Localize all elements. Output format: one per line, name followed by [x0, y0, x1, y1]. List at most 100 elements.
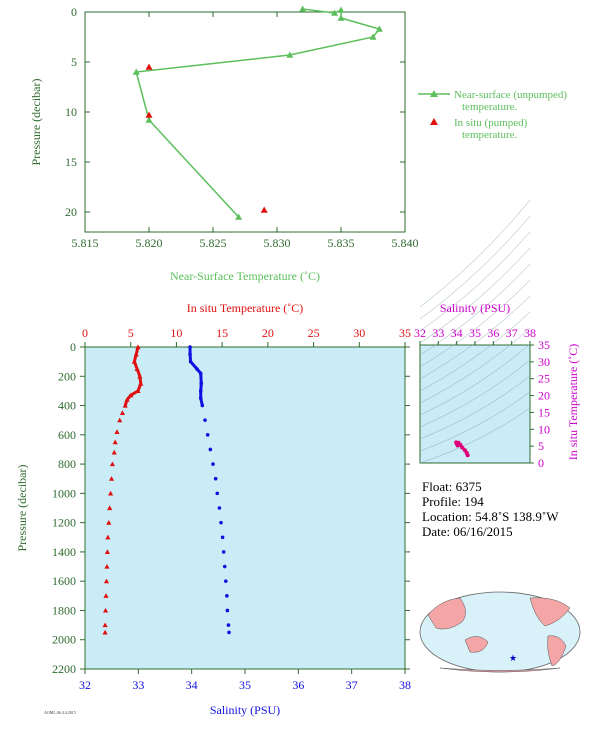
- salinity-point: [227, 630, 231, 635]
- pressure-tick-label: 1800: [52, 603, 76, 617]
- ts-x-tick-label: 35: [469, 326, 481, 340]
- temperature-tick-label: 30: [353, 326, 365, 340]
- temperature-point: [102, 622, 108, 628]
- location: Location: 54.8˚S 138.9˚W: [422, 509, 559, 524]
- temperature-tick-label: 0: [82, 326, 88, 340]
- density-contour: [419, 343, 531, 416]
- pressure-tick-label: 1600: [52, 574, 76, 588]
- salinity-point: [195, 367, 199, 371]
- pressure-tick-label: 0: [70, 340, 76, 354]
- salinity-point: [213, 476, 218, 481]
- y-tick-label: 20: [65, 205, 77, 219]
- salinity-point: [188, 352, 192, 357]
- density-contour: [419, 279, 531, 368]
- pressure-tick-label: 200: [58, 369, 76, 383]
- legend-unpumped-label-2: temperature.: [462, 101, 518, 113]
- near-surface-point: [132, 68, 140, 75]
- salinity-tick-label: 34: [186, 678, 198, 692]
- profile-temperature-axis: 0 5 10 15 20 25 30 35: [82, 326, 411, 347]
- near-surface-legend: Near-surface (unpumped) temperature. In …: [418, 89, 567, 141]
- near-surface-x-axis: 5.815 5.820 5.825 5.830 5.835 5.840: [72, 12, 419, 250]
- y-tick-label: 5: [71, 55, 77, 69]
- ts-marks: [454, 440, 470, 458]
- temperature-tick-label: 10: [170, 326, 182, 340]
- near-surface-y-axis: 0 5 10 15 20: [65, 5, 405, 219]
- legend-unpumped-label-1: Near-surface (unpumped): [454, 89, 567, 101]
- x-tick-label: 5.830: [264, 236, 291, 250]
- x-tick-label: 5.840: [392, 236, 419, 250]
- salinity-point: [220, 535, 225, 540]
- profile-pressure-axis: 0 200 400 600 800 1000 1200 1400 1600 1800 2000 220…: [52, 340, 410, 676]
- salinity-point: [226, 623, 231, 627]
- ts-x-tick-label: 34: [451, 326, 463, 340]
- salinity-point: [198, 371, 203, 376]
- temperature-point: [131, 359, 137, 364]
- ts-y-tick-label: 10: [538, 422, 550, 436]
- temperature-point: [102, 629, 108, 635]
- pressure-tick-label: 400: [58, 399, 76, 413]
- ts-diagram: 32 33 34 35 36 37 38 0 5 10 15 20 25 30 35 Salinity (…: [414, 199, 580, 470]
- temperature-tick-label: 20: [262, 326, 274, 340]
- salinity-point: [208, 447, 213, 452]
- temperature-point: [107, 505, 113, 511]
- pressure-tick-label: 1200: [52, 516, 76, 530]
- profile-number: Profile: 194: [422, 494, 484, 509]
- ts-x-tick-label: 32: [414, 326, 426, 340]
- temperature-point: [104, 549, 110, 554]
- density-contour: [419, 327, 531, 404]
- legend-pumped-label-2: temperature.: [462, 129, 518, 141]
- temperature-point: [104, 563, 110, 569]
- footer-code: AOML.06.4.4.2015: [44, 710, 76, 715]
- salinity-point: [224, 579, 228, 583]
- y-tick-label: 0: [71, 5, 77, 19]
- salinity-point: [217, 506, 222, 510]
- temperature-point: [137, 373, 143, 379]
- density-contour: [419, 263, 531, 356]
- salinity-point: [225, 594, 229, 598]
- float-id: Float: 6375: [422, 479, 482, 494]
- density-contour: [419, 391, 531, 452]
- ts-density-contours: [419, 199, 531, 464]
- x-tick-label: 5.835: [328, 236, 355, 250]
- pressure-tick-label: 2000: [52, 633, 76, 647]
- date: Date: 06/16/2015: [422, 524, 513, 539]
- salinity-point: [211, 462, 215, 466]
- profile-temperature-label: In situ Temperature (˚C): [187, 301, 304, 315]
- x-tick-label: 5.820: [136, 236, 163, 250]
- near-surface-point: [299, 5, 307, 12]
- ts-x-tick-label: 37: [506, 326, 518, 340]
- map-float-marker: ★: [509, 653, 517, 663]
- pressure-tick-label: 800: [58, 457, 76, 471]
- near-surface-marks: [132, 5, 383, 220]
- x-tick-label: 5.815: [72, 236, 99, 250]
- temperature-surface-trace: [123, 346, 143, 406]
- profile-salinity-label: Salinity (PSU): [210, 703, 280, 717]
- near-surface-point: [331, 9, 339, 16]
- near-surface-y-label: Pressure (decibar): [29, 79, 43, 166]
- ts-temperature-axis: 0 5 10 15 20 25 30 35: [530, 338, 550, 470]
- density-contour: [419, 247, 531, 344]
- density-contour: [419, 231, 531, 332]
- profile-plot-frame: [84, 346, 406, 670]
- temperature-point: [134, 366, 140, 372]
- near-surface-point: [145, 116, 153, 123]
- legend-unpumped-marker: [430, 90, 438, 97]
- map-land-south-america: [547, 635, 567, 667]
- ts-y-tick-label: 0: [538, 456, 544, 470]
- temperature-point: [119, 410, 126, 415]
- temperature-point: [135, 388, 141, 393]
- ts-y-tick-label: 20: [538, 389, 550, 403]
- ts-x-tick-label: 36: [487, 326, 499, 340]
- salinity-point: [199, 381, 204, 386]
- temperature-point: [102, 607, 109, 613]
- pressure-tick-label: 1400: [52, 545, 76, 559]
- temperature-point: [103, 578, 110, 584]
- legend-pumped-label-1: In situ (pumped): [454, 117, 528, 129]
- temperature-point: [109, 461, 116, 467]
- float-info: Float: 6375 Profile: 194 Location: 54.8˚…: [422, 479, 559, 539]
- temperature-point: [124, 397, 130, 402]
- salinity-point: [205, 433, 210, 437]
- temperature-point: [105, 534, 111, 540]
- temperature-point: [135, 344, 141, 350]
- map-land-asia: [427, 597, 466, 630]
